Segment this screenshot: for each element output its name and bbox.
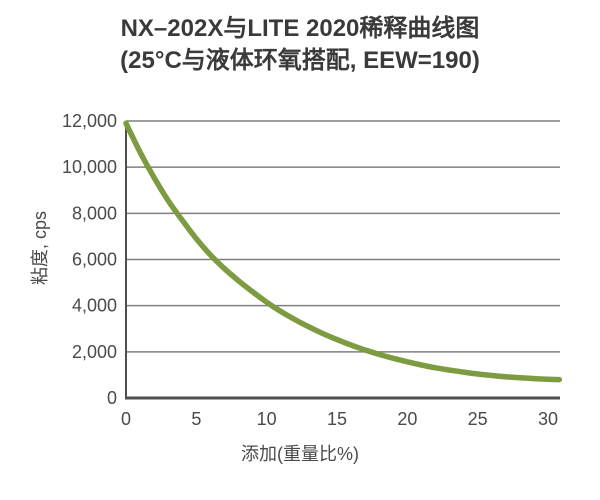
dilution-curve bbox=[123, 120, 563, 383]
y-tick-label: 8,000 bbox=[72, 203, 117, 223]
y-tick-label: 6,000 bbox=[72, 250, 117, 270]
x-tick-label: 30 bbox=[538, 409, 558, 429]
x-tick-label: 0 bbox=[121, 409, 131, 429]
x-tick-label: 15 bbox=[327, 409, 347, 429]
chart-title: NX–202X与LITE 2020稀释曲线图 (25°C与液体环氧搭配, EEW… bbox=[0, 13, 600, 77]
y-tick-label: 0 bbox=[107, 388, 117, 408]
chart-title-line1: NX–202X与LITE 2020稀释曲线图 bbox=[120, 15, 480, 42]
y-tick-label: 12,000 bbox=[62, 111, 117, 131]
x-tick-label: 25 bbox=[468, 409, 488, 429]
x-axis-label: 添加(重量比%) bbox=[241, 444, 359, 464]
y-axis-label: 粘度, cps bbox=[30, 210, 50, 286]
x-tick-label: 10 bbox=[257, 409, 277, 429]
y-tick-label: 2,000 bbox=[72, 342, 117, 362]
x-tick-label: 5 bbox=[191, 409, 201, 429]
chart-title-line2: (25°C与液体环氧搭配, EEW=190) bbox=[120, 47, 480, 74]
x-tick-label: 20 bbox=[397, 409, 417, 429]
y-tick-label: 10,000 bbox=[62, 157, 117, 177]
y-tick-label: 4,000 bbox=[72, 296, 117, 316]
